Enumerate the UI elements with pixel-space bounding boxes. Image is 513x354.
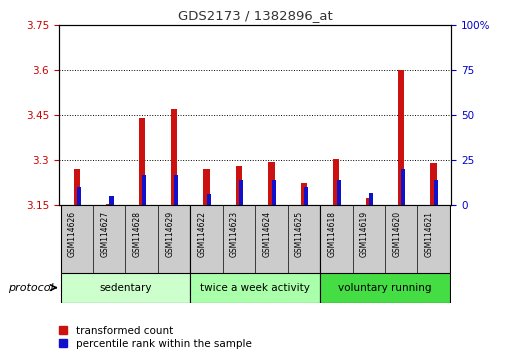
- Bar: [77, 187, 81, 205]
- Bar: [74, 169, 80, 205]
- Bar: [236, 166, 242, 205]
- Bar: [203, 169, 210, 205]
- Bar: [398, 70, 404, 205]
- Legend: transformed count, percentile rank within the sample: transformed count, percentile rank withi…: [59, 326, 251, 349]
- Text: GSM114622: GSM114622: [198, 211, 207, 257]
- Title: GDS2173 / 1382896_at: GDS2173 / 1382896_at: [178, 9, 332, 22]
- Text: GSM114620: GSM114620: [392, 211, 401, 257]
- Text: GSM114625: GSM114625: [295, 211, 304, 257]
- Bar: [109, 196, 113, 205]
- Bar: [430, 163, 437, 205]
- Bar: [106, 204, 112, 205]
- Bar: [333, 159, 340, 205]
- Text: sedentary: sedentary: [99, 282, 152, 293]
- Bar: [434, 180, 438, 205]
- Text: GSM114628: GSM114628: [133, 211, 142, 257]
- Bar: [61, 205, 190, 273]
- Bar: [320, 273, 450, 303]
- Text: GSM114624: GSM114624: [263, 211, 271, 257]
- Bar: [142, 175, 146, 205]
- Bar: [268, 162, 274, 205]
- Bar: [174, 175, 179, 205]
- Text: voluntary running: voluntary running: [338, 282, 432, 293]
- Bar: [61, 273, 190, 303]
- Text: GSM114627: GSM114627: [100, 211, 109, 257]
- Bar: [272, 180, 276, 205]
- Text: GSM114619: GSM114619: [360, 211, 369, 257]
- Bar: [401, 169, 405, 205]
- Text: protocol: protocol: [8, 282, 54, 293]
- Bar: [207, 194, 211, 205]
- Bar: [190, 205, 320, 273]
- Text: GSM114618: GSM114618: [327, 211, 337, 257]
- Bar: [239, 180, 243, 205]
- Bar: [171, 109, 177, 205]
- Bar: [301, 183, 307, 205]
- Bar: [320, 205, 450, 273]
- Bar: [369, 193, 373, 205]
- Text: twice a week activity: twice a week activity: [200, 282, 310, 293]
- Text: GSM114623: GSM114623: [230, 211, 239, 257]
- Text: GSM114621: GSM114621: [425, 211, 433, 257]
- Bar: [337, 180, 341, 205]
- Bar: [304, 187, 308, 205]
- Text: GSM114629: GSM114629: [165, 211, 174, 257]
- Bar: [190, 273, 320, 303]
- Bar: [366, 198, 372, 205]
- Text: GSM114626: GSM114626: [68, 211, 77, 257]
- Bar: [139, 118, 145, 205]
